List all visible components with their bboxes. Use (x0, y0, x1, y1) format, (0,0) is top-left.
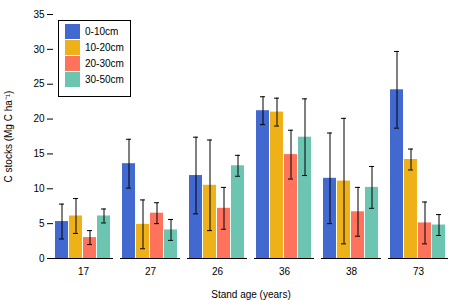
html-text:0-10cm: 0-10cm (85, 26, 119, 37)
svg-text:73: 73 (413, 266, 425, 277)
svg-text:10: 10 (33, 183, 45, 194)
svg-text:0: 0 (39, 253, 45, 264)
svg-text:5: 5 (39, 218, 45, 229)
svg-text:C stocks (Mg C ha⁻¹): C stocks (Mg C ha⁻¹) (3, 91, 14, 183)
html-text:10-20cm: 10-20cm (85, 42, 124, 53)
svg-text:17: 17 (78, 266, 90, 277)
svg-text:36: 36 (279, 266, 291, 277)
html-text:30-50cm: 30-50cm (85, 74, 124, 85)
svg-text:20: 20 (33, 113, 45, 124)
svg-text:30: 30 (33, 44, 45, 55)
svg-text:27: 27 (145, 266, 157, 277)
svg-text:15: 15 (33, 148, 45, 159)
svg-text:38: 38 (346, 266, 358, 277)
svg-text:Stand age (years): Stand age (years) (211, 289, 291, 300)
svg-text:35: 35 (33, 9, 45, 20)
svg-text:26: 26 (212, 266, 224, 277)
svg-text:25: 25 (33, 78, 45, 89)
html-text:20-30cm: 20-30cm (85, 58, 124, 69)
